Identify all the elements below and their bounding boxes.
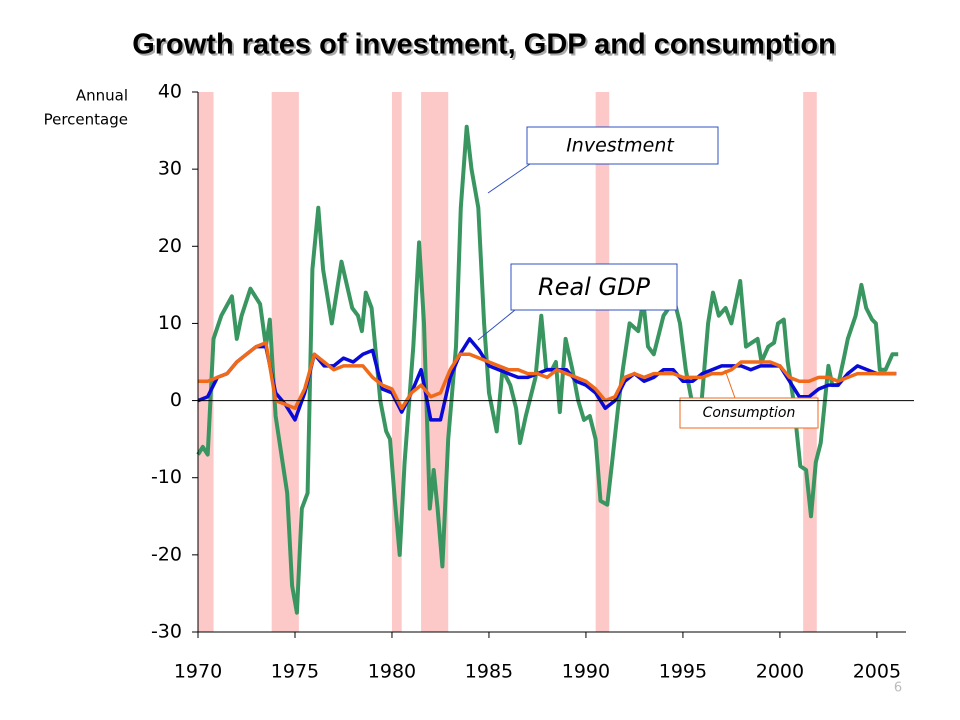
leader-line bbox=[487, 163, 531, 194]
shaded-period bbox=[803, 92, 817, 632]
y-tick-label: 0 bbox=[170, 389, 182, 411]
chart-title: Growth rates of investment, GDP and cons… bbox=[132, 29, 836, 61]
annotation-box bbox=[526, 126, 719, 165]
x-tick-label: 1970 bbox=[174, 661, 222, 683]
shaded-period bbox=[595, 92, 610, 632]
x-tick-label: 2000 bbox=[756, 661, 804, 683]
shaded-period bbox=[391, 92, 402, 632]
leader-line bbox=[724, 369, 736, 399]
y-tick-label: 10 bbox=[158, 312, 182, 334]
y-axis-label: Percentage bbox=[44, 111, 128, 129]
annotation-box bbox=[510, 263, 678, 311]
x-tick-label: 2005 bbox=[853, 661, 901, 683]
y-tick-label: -30 bbox=[151, 621, 182, 643]
y-tick-label: 20 bbox=[158, 235, 182, 257]
chart-title-shadow: Growth rates of investment, GDP and cons… bbox=[134, 31, 838, 63]
series-line bbox=[198, 340, 897, 411]
shaded-period bbox=[198, 92, 214, 632]
shaded-period bbox=[271, 92, 299, 632]
x-tick-label: 1990 bbox=[562, 661, 610, 683]
annotation-box bbox=[679, 397, 819, 429]
annotation: Real GDP bbox=[538, 273, 651, 301]
y-tick-label: -20 bbox=[151, 543, 182, 565]
page-number: 6 bbox=[894, 681, 902, 696]
x-tick-label: 1985 bbox=[465, 661, 513, 683]
y-tick-label: -10 bbox=[151, 466, 182, 488]
x-tick-label: 1975 bbox=[271, 661, 319, 683]
y-axis-label: Annual bbox=[76, 87, 128, 105]
annotation: Consumption bbox=[703, 405, 796, 421]
x-tick-label: 1995 bbox=[659, 661, 707, 683]
leader-line bbox=[477, 309, 516, 341]
x-tick-label: 1980 bbox=[368, 661, 416, 683]
y-tick-label: 30 bbox=[158, 158, 182, 180]
y-tick-label: 40 bbox=[158, 81, 182, 103]
annotation: Investment bbox=[566, 135, 675, 157]
